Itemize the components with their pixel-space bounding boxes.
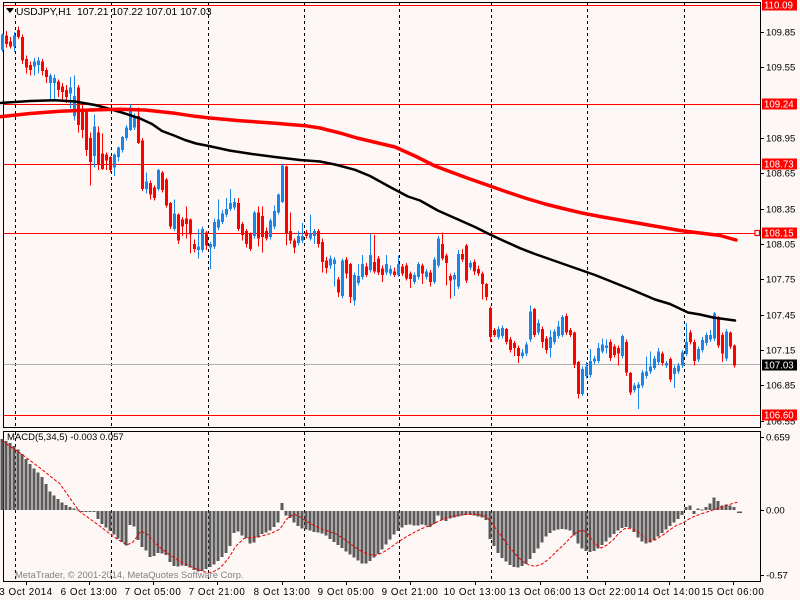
svg-text:109.55: 109.55	[766, 63, 795, 74]
svg-text:108.65: 108.65	[766, 169, 795, 180]
svg-text:13 Oct 22:00: 13 Oct 22:00	[574, 587, 637, 598]
svg-text:-0.57: -0.57	[766, 571, 788, 582]
svg-text:6 Oct 13:00: 6 Oct 13:00	[61, 587, 118, 598]
svg-text:9 Oct 05:00: 9 Oct 05:00	[318, 587, 375, 598]
svg-text:7 Oct 05:00: 7 Oct 05:00	[125, 587, 182, 598]
svg-text:106.55: 106.55	[766, 417, 795, 428]
svg-text:110.09: 110.09	[764, 1, 793, 12]
svg-text:14 Oct 14:00: 14 Oct 14:00	[638, 587, 701, 598]
svg-text:0.00: 0.00	[766, 506, 785, 517]
svg-text:106.60: 106.60	[764, 411, 794, 422]
svg-text:7 Oct 21:00: 7 Oct 21:00	[189, 587, 246, 598]
svg-text:107.03: 107.03	[764, 361, 794, 372]
svg-text:108.95: 108.95	[766, 134, 795, 145]
svg-text:109.85: 109.85	[766, 28, 795, 39]
svg-text:108.05: 108.05	[766, 240, 795, 251]
svg-text:MACD(5,34,5) -0.003 0.057: MACD(5,34,5) -0.003 0.057	[7, 432, 124, 443]
svg-text:8 Oct 13:00: 8 Oct 13:00	[254, 587, 311, 598]
svg-text:USDJPY,H1 107.21 107.22 107.0: USDJPY,H1 107.21 107.22 107.01 107.03	[16, 7, 212, 18]
svg-text:MetaTrader, © 2001-2014, MetaQ: MetaTrader, © 2001-2014, MetaQuotes Soft…	[15, 569, 244, 580]
svg-text:10 Oct 13:00: 10 Oct 13:00	[444, 587, 507, 598]
svg-text:3 Oct 2014: 3 Oct 2014	[0, 587, 53, 598]
svg-text:9 Oct 21:00: 9 Oct 21:00	[382, 587, 439, 598]
svg-text:106.85: 106.85	[766, 381, 795, 392]
svg-text:15 Oct 06:00: 15 Oct 06:00	[702, 587, 765, 598]
svg-text:107.75: 107.75	[766, 275, 795, 286]
svg-text:107.15: 107.15	[766, 346, 795, 357]
svg-text:13 Oct 06:00: 13 Oct 06:00	[509, 587, 572, 598]
svg-text:107.45: 107.45	[766, 311, 795, 322]
svg-text:0.659: 0.659	[766, 433, 790, 444]
svg-text:108.73: 108.73	[764, 160, 794, 171]
svg-text:108.15: 108.15	[764, 229, 794, 240]
svg-text:108.35: 108.35	[766, 205, 795, 216]
svg-text:109.24: 109.24	[764, 100, 794, 111]
